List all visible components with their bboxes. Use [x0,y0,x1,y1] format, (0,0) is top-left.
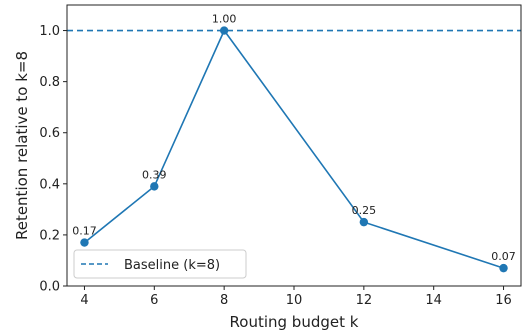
data-label: 0.25 [352,204,377,217]
x-tick-label: 12 [356,293,373,308]
x-tick-label: 10 [286,293,303,308]
data-label: 0.39 [142,168,167,181]
x-tick-label: 16 [495,293,512,308]
data-label: 1.00 [212,13,237,26]
y-tick-label: 0.0 [39,280,60,295]
y-tick-label: 0.8 [39,75,60,90]
y-tick-label: 0.6 [39,126,60,141]
legend: Baseline (k=8) [73,249,247,279]
data-label: 0.07 [491,250,516,263]
data-point [219,26,229,35]
x-axis-label: Routing budget k [230,313,359,331]
data-point [499,263,508,273]
data-label: 0.17 [72,225,97,238]
y-tick-label: 0.4 [39,177,60,192]
data-point [150,182,159,191]
x-tick-label: 8 [220,293,228,308]
plot-area: 0.17 0.39 1.00 0.25 0.07 [67,13,521,273]
y-axis-label: Retention relative to k=8 [13,51,31,240]
y-tick-label: 0.2 [39,228,60,243]
x-tick-label: 4 [80,293,88,308]
x-tick-label: 6 [150,293,158,308]
x-tick-label: 14 [425,293,442,308]
data-point [359,217,369,227]
axis-ticks: 4 6 8 10 12 14 16 0.0 0.2 0.4 0.6 0.8 1.0 [39,24,511,308]
legend-box [73,249,247,279]
legend-baseline-label: Baseline (k=8) [124,258,220,273]
y-tick-label: 1.0 [39,24,60,39]
data-point [80,238,89,247]
